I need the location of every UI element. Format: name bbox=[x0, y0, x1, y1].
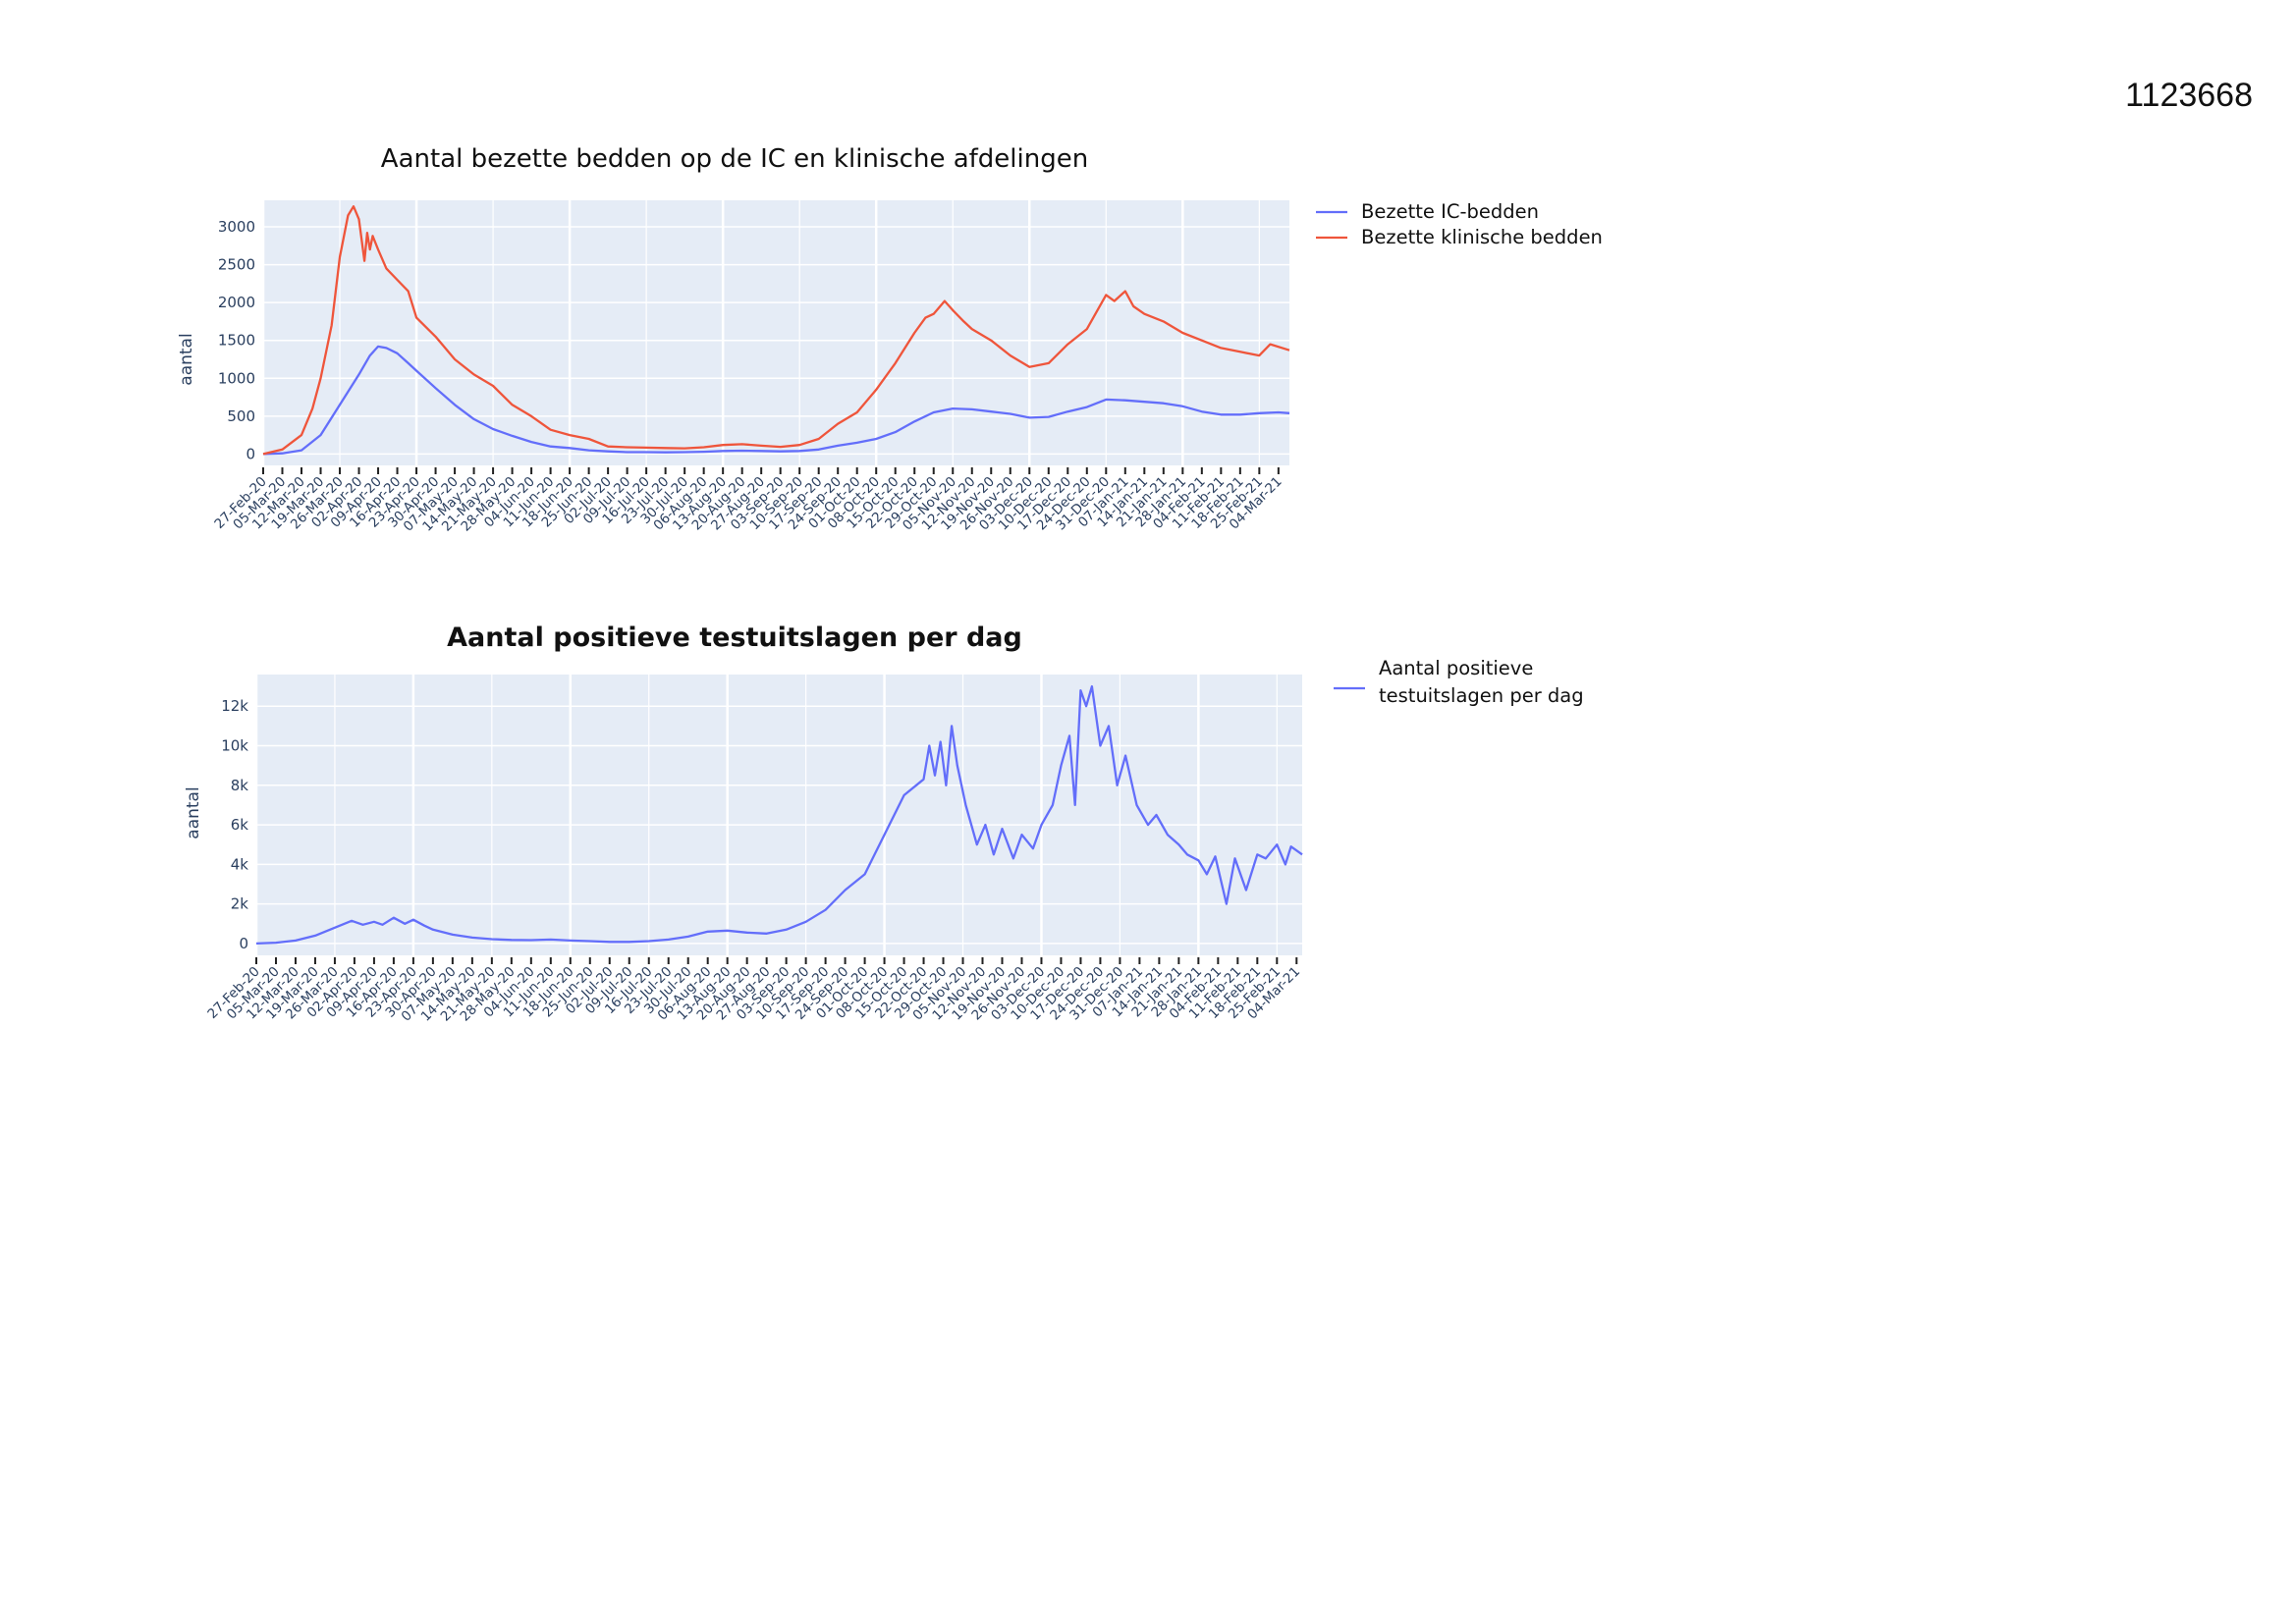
c1-y-tick-label: 0 bbox=[246, 445, 255, 462]
c1-y-tick-label: 2500 bbox=[218, 256, 255, 274]
document-id: 1123668 bbox=[2125, 77, 2253, 114]
beds-y-ticks: 0 500 1000 1500 2000 2500 3000 bbox=[218, 218, 255, 462]
beds-series bbox=[262, 205, 1290, 456]
beds-grid bbox=[261, 200, 1289, 465]
positive-tests-legend[interactable]: Aantal positieve testuitslagen per dag bbox=[1334, 657, 1584, 707]
beds-y-axis-label: aantal bbox=[177, 333, 196, 385]
c1-legend-label: Bezette IC-bedden bbox=[1361, 200, 1539, 223]
positive-tests-x-ticks: 27-Feb-2005-Mar-2012-Mar-2019-Mar-2026-M… bbox=[204, 957, 1303, 1025]
c2-y-tick-label: 0 bbox=[239, 935, 248, 952]
c1-y-tick-label: 2000 bbox=[218, 294, 255, 311]
c1-y-tick-label: 1500 bbox=[218, 332, 255, 350]
beds-chart-title: Aantal bezette bedden op de IC en klinis… bbox=[381, 144, 1088, 174]
c2-legend-label: Aantal positieve testuitslagen per dag bbox=[1379, 657, 1584, 707]
positive-tests-y-ticks: 0 2k 4k 6k 8k 10k 12k bbox=[221, 697, 248, 952]
c2-y-tick-label: 4k bbox=[231, 855, 249, 873]
c1-legend-label: Bezette klinische bedden bbox=[1361, 226, 1603, 248]
positive-tests-grid bbox=[254, 675, 1302, 955]
c1-y-tick-label: 3000 bbox=[218, 218, 255, 236]
positive-tests-y-axis-label: aantal bbox=[184, 786, 203, 839]
beds-plot-area bbox=[263, 200, 1289, 465]
positive-tests-chart: Aantal positieve testuitslagen per dag 0… bbox=[184, 623, 1584, 1025]
beds-legend[interactable]: Bezette IC-bedden Bezette klinische bedde… bbox=[1316, 200, 1603, 248]
beds-x-ticks: 27-Feb-2005-Mar-2012-Mar-2019-Mar-2026-M… bbox=[211, 467, 1285, 535]
c2-y-tick-label: 2k bbox=[231, 895, 249, 913]
c2-series-line-0 bbox=[255, 684, 1303, 946]
c1-y-tick-label: 1000 bbox=[218, 369, 255, 387]
c2-y-tick-label: 8k bbox=[231, 777, 249, 794]
c1-series-line-1 bbox=[262, 205, 1290, 456]
positive-tests-plot-area bbox=[256, 675, 1302, 955]
c2-y-tick-label: 6k bbox=[231, 816, 249, 834]
beds-chart: Aantal bezette bedden op de IC en klinis… bbox=[177, 144, 1603, 535]
c1-y-tick-label: 500 bbox=[227, 407, 255, 425]
c1-series-line-0 bbox=[262, 345, 1290, 456]
c2-y-tick-label: 12k bbox=[221, 697, 248, 715]
positive-tests-chart-title: Aantal positieve testuitslagen per dag bbox=[447, 623, 1022, 653]
positive-tests-series bbox=[255, 684, 1303, 946]
c2-y-tick-label: 10k bbox=[221, 737, 248, 755]
